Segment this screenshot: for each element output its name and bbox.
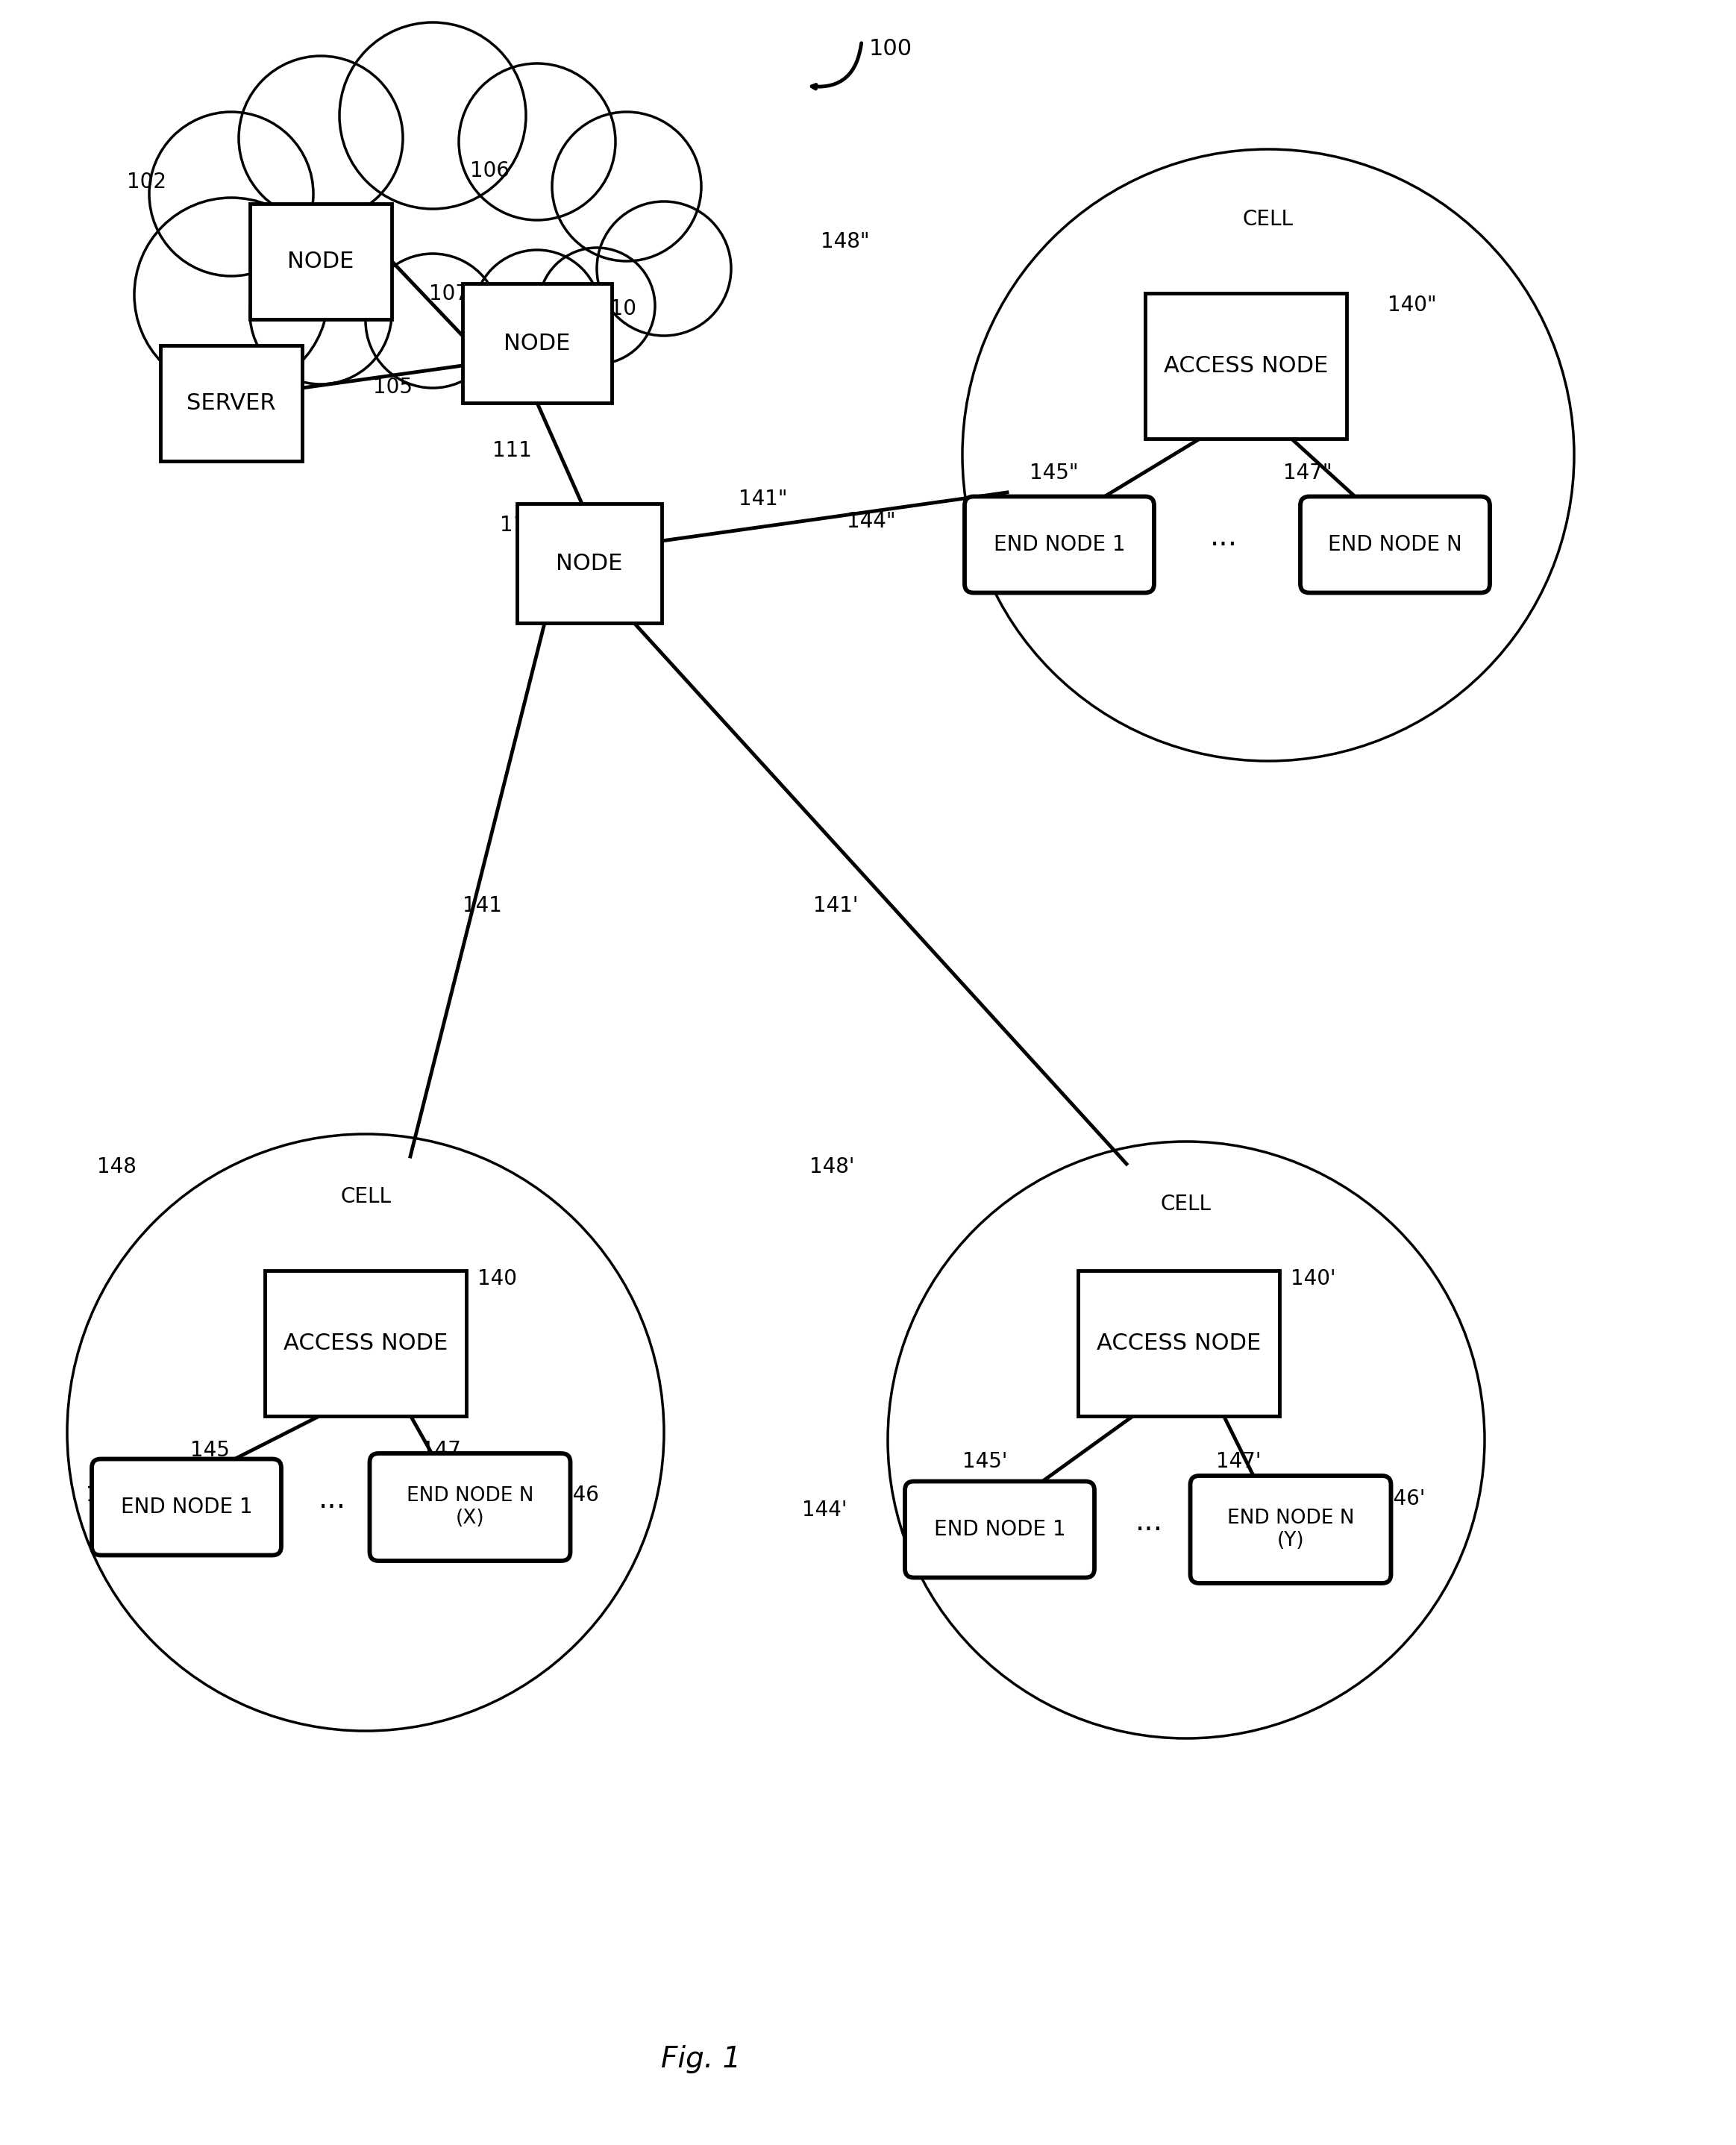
Text: CELL: CELL: [1161, 1195, 1212, 1214]
Text: NODE: NODE: [288, 251, 354, 272]
FancyBboxPatch shape: [904, 1482, 1094, 1577]
Text: 145": 145": [1029, 463, 1078, 483]
Text: END NODE 1: END NODE 1: [993, 534, 1125, 556]
Text: ACCESS NODE: ACCESS NODE: [1163, 354, 1328, 375]
Text: 144": 144": [847, 511, 896, 532]
Circle shape: [240, 56, 403, 221]
Text: 102: 102: [127, 172, 167, 193]
Text: END NODE N
(Y): END NODE N (Y): [1227, 1508, 1354, 1551]
Circle shape: [340, 21, 526, 208]
FancyBboxPatch shape: [92, 1459, 281, 1555]
Text: ...: ...: [318, 1486, 345, 1514]
FancyBboxPatch shape: [1078, 1270, 1279, 1416]
Text: END NODE N
(X): END NODE N (X): [406, 1486, 533, 1527]
Text: END NODE N: END NODE N: [1328, 534, 1462, 556]
Text: SERVER: SERVER: [187, 393, 276, 414]
Text: 112: 112: [500, 515, 540, 536]
Circle shape: [597, 202, 731, 337]
FancyBboxPatch shape: [1191, 1476, 1391, 1583]
Text: Fig. 1: Fig. 1: [661, 2044, 741, 2074]
Text: 105: 105: [373, 378, 413, 397]
Text: NODE: NODE: [556, 553, 623, 575]
FancyBboxPatch shape: [462, 283, 611, 403]
Circle shape: [250, 242, 392, 384]
Circle shape: [134, 197, 328, 393]
Circle shape: [887, 1141, 1484, 1737]
Text: 146": 146": [1439, 495, 1489, 517]
Text: 110: 110: [597, 298, 637, 320]
Text: 140': 140': [1290, 1268, 1335, 1289]
Text: 100: 100: [870, 39, 913, 60]
Circle shape: [366, 253, 500, 388]
Text: 148': 148': [809, 1156, 854, 1178]
Text: 147": 147": [1283, 463, 1332, 483]
Circle shape: [962, 150, 1575, 761]
Text: 147: 147: [422, 1439, 462, 1461]
Text: END NODE 1: END NODE 1: [120, 1497, 252, 1517]
Text: 147': 147': [1215, 1452, 1260, 1471]
Circle shape: [458, 64, 616, 221]
FancyBboxPatch shape: [370, 1454, 571, 1562]
FancyBboxPatch shape: [517, 504, 661, 622]
Text: 144': 144': [802, 1499, 847, 1521]
Text: ...: ...: [1210, 523, 1238, 551]
Text: 141": 141": [738, 489, 788, 511]
FancyBboxPatch shape: [1300, 495, 1489, 592]
Text: CELL: CELL: [1243, 208, 1293, 230]
Text: 148": 148": [821, 232, 870, 253]
Text: ACCESS NODE: ACCESS NODE: [1097, 1332, 1260, 1353]
Text: 141: 141: [462, 894, 502, 916]
Circle shape: [68, 1135, 663, 1731]
Text: 140: 140: [477, 1268, 517, 1289]
Text: 146: 146: [559, 1484, 599, 1506]
FancyBboxPatch shape: [266, 1270, 467, 1416]
Text: 141': 141': [812, 894, 858, 916]
Text: 140": 140": [1387, 294, 1437, 315]
Text: 106: 106: [470, 161, 510, 182]
Text: 104: 104: [208, 350, 248, 371]
Circle shape: [474, 251, 601, 378]
Circle shape: [149, 112, 312, 277]
Text: ...: ...: [1135, 1508, 1163, 1536]
Text: CELL: CELL: [340, 1186, 391, 1208]
FancyBboxPatch shape: [160, 345, 302, 461]
FancyBboxPatch shape: [1146, 294, 1347, 438]
Text: 144: 144: [85, 1484, 125, 1506]
Text: 148: 148: [97, 1156, 137, 1178]
FancyBboxPatch shape: [250, 204, 392, 320]
Text: 146': 146': [1380, 1489, 1425, 1510]
Circle shape: [552, 112, 701, 262]
Text: END NODE 1: END NODE 1: [934, 1519, 1066, 1540]
Circle shape: [538, 247, 654, 365]
Text: 145': 145': [962, 1452, 1007, 1471]
Text: NODE: NODE: [503, 332, 571, 354]
Text: 111: 111: [493, 440, 531, 461]
Text: 145: 145: [191, 1439, 229, 1461]
Text: 107: 107: [429, 283, 469, 305]
Text: ACCESS NODE: ACCESS NODE: [283, 1332, 448, 1353]
FancyBboxPatch shape: [965, 495, 1154, 592]
